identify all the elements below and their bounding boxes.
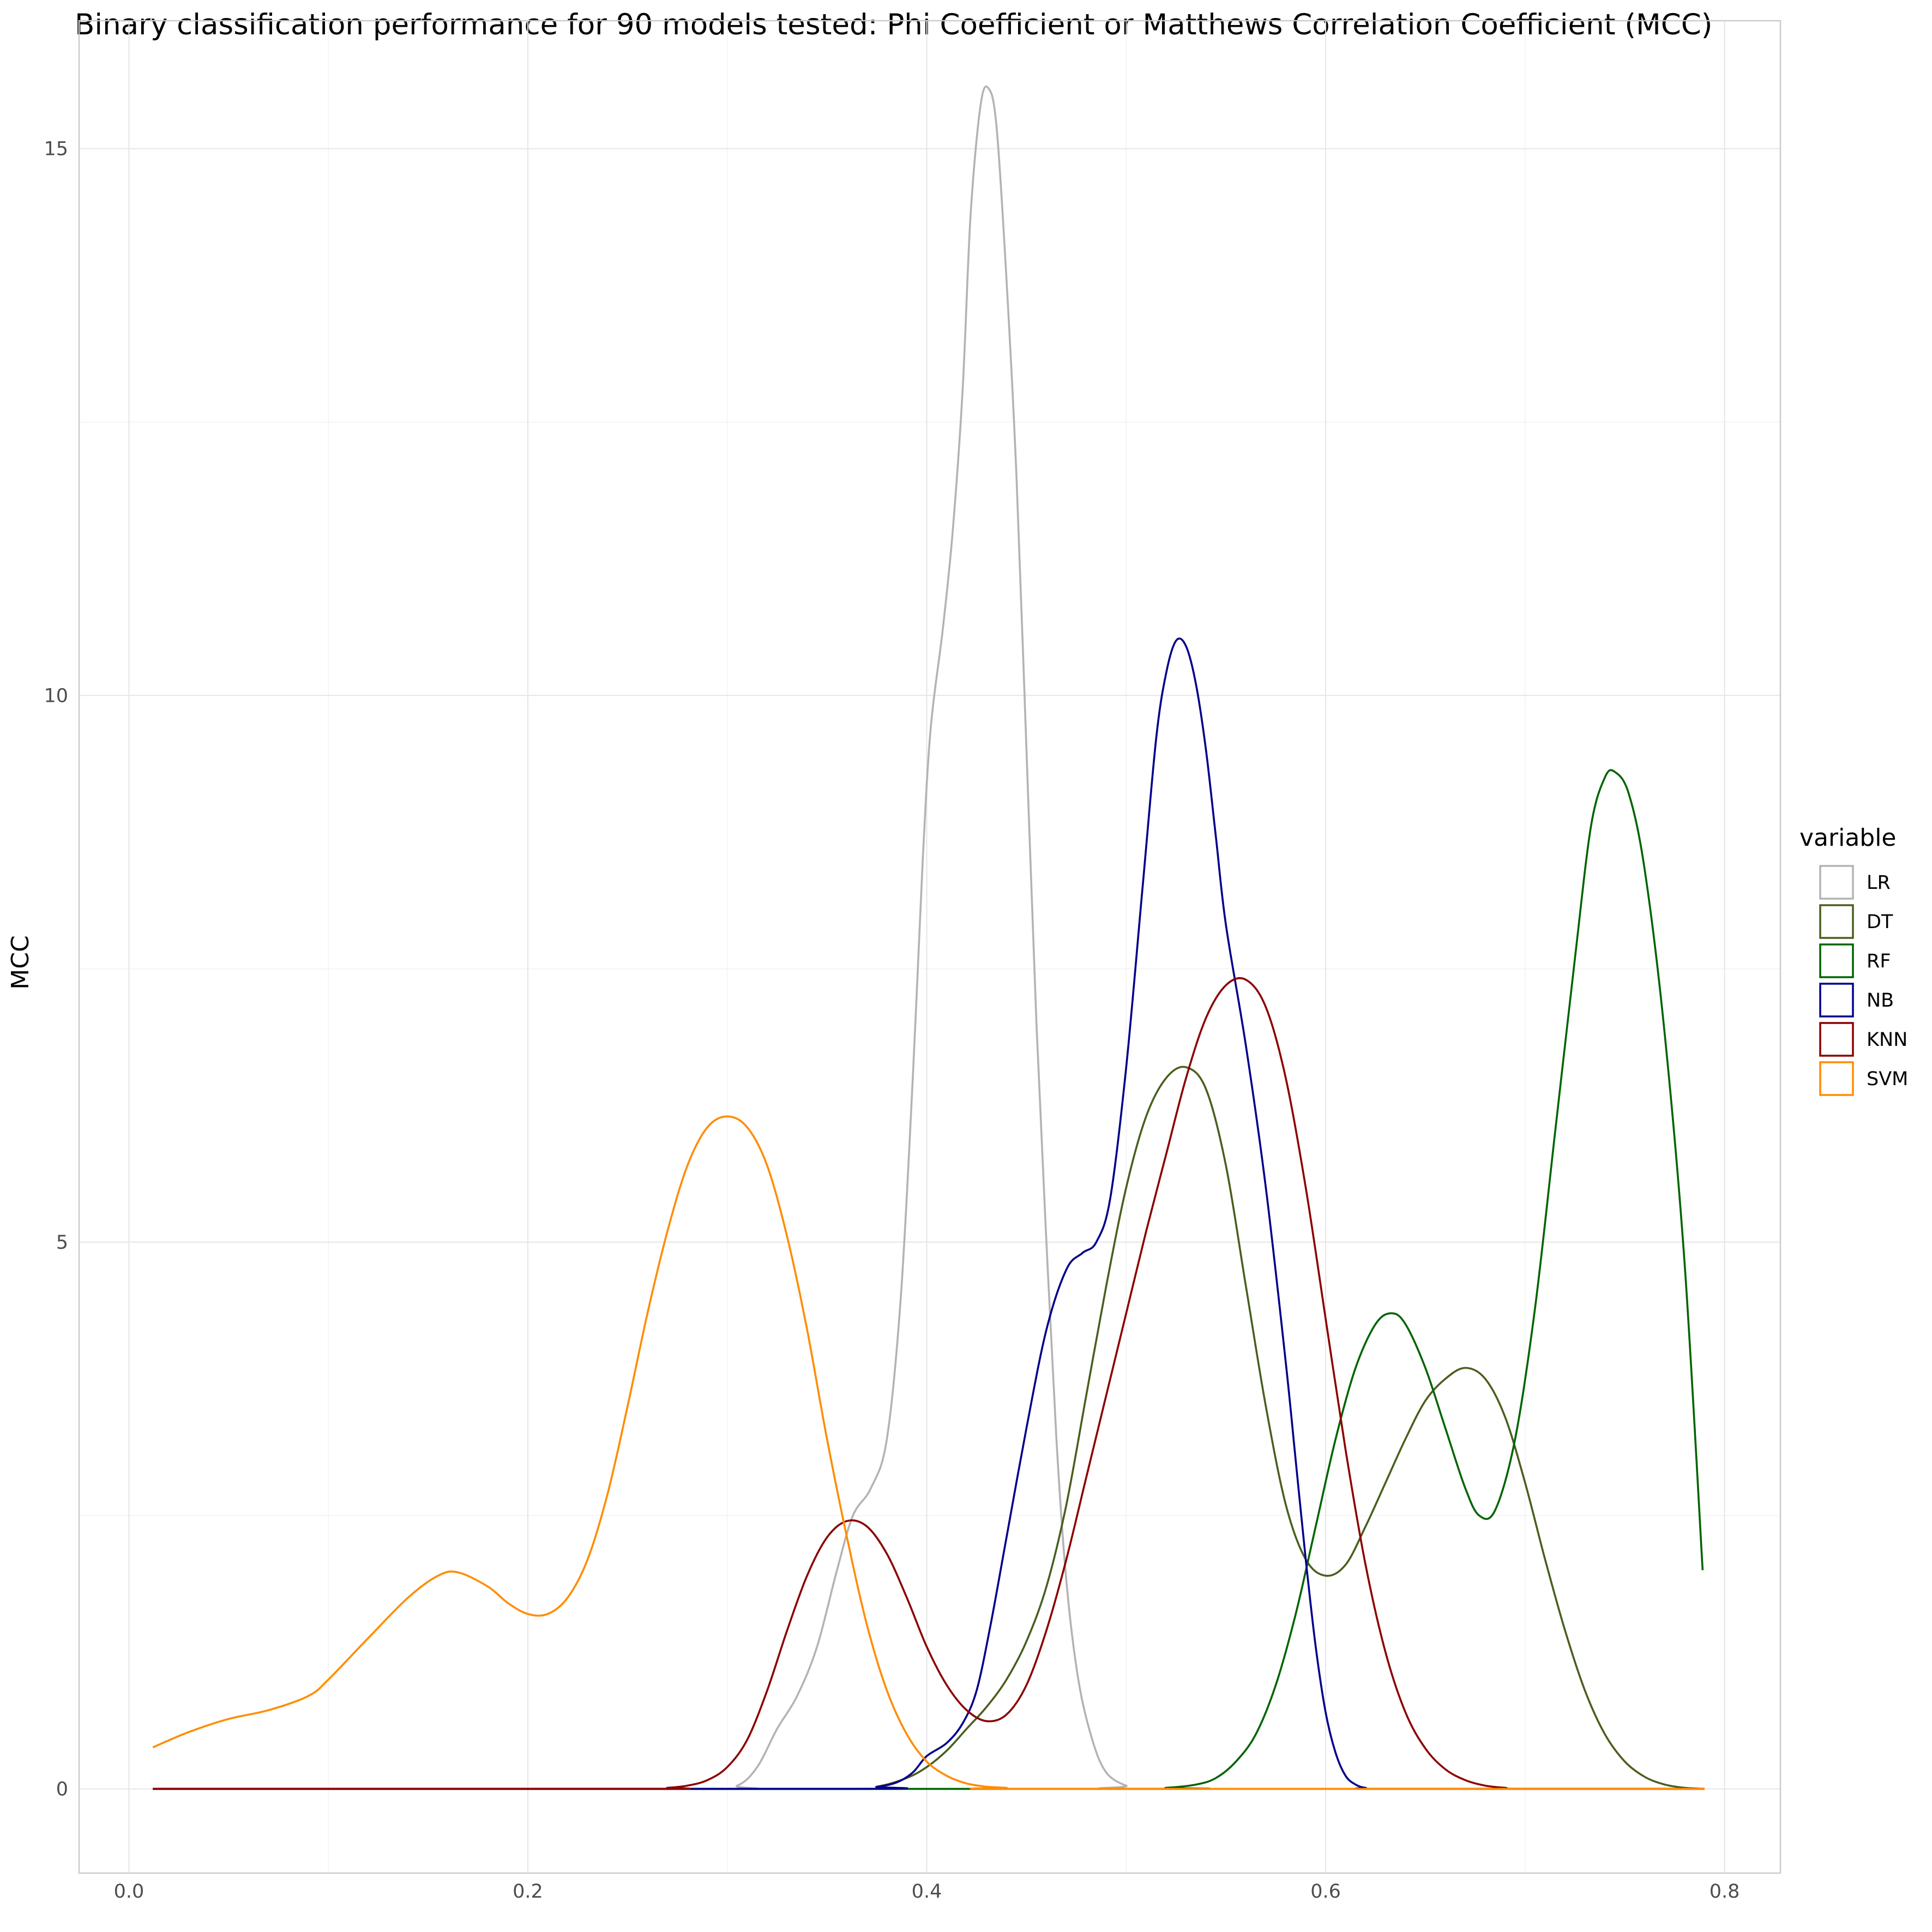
legend-key-lr: [1819, 865, 1854, 900]
legend: variable LR DT RF NB KNN SVM: [1799, 824, 1908, 1096]
y-axis-ticks: 0 5 10 15: [44, 139, 68, 1801]
legend-label-rf: RF: [1867, 950, 1891, 972]
x-tick-label: 0.2: [513, 1881, 543, 1903]
x-tick-label: 0.8: [1710, 1881, 1740, 1903]
y-tick-label: 10: [44, 685, 68, 707]
legend-title: variable: [1799, 824, 1897, 852]
legend-label-lr: LR: [1867, 872, 1891, 894]
x-tick-label: 0.0: [114, 1881, 145, 1903]
legend-key-rf: [1819, 943, 1854, 978]
y-tick-label: 0: [56, 1779, 68, 1801]
minor-grid: [79, 21, 1780, 1873]
series-line-svm: [152, 1115, 1705, 1790]
series-line-dt: [153, 1066, 1705, 1790]
chart-title: Binary classification performance for 90…: [75, 8, 1712, 41]
legend-key-knn: [1819, 1022, 1854, 1057]
legend-label-svm: SVM: [1867, 1068, 1908, 1090]
legend-label-dt: DT: [1867, 911, 1893, 933]
x-tick-label: 0.6: [1310, 1881, 1341, 1903]
series-line-nb: [153, 637, 1705, 1790]
series-line-knn: [153, 977, 1705, 1790]
legend-key-svm: [1819, 1061, 1854, 1096]
series-line-rf: [153, 769, 1704, 1790]
legend-key-nb: [1819, 983, 1854, 1018]
series-layer: [152, 85, 1705, 1790]
x-tick-label: 0.4: [912, 1881, 942, 1903]
legend-label-nb: NB: [1867, 990, 1894, 1012]
y-tick-label: 5: [56, 1232, 68, 1254]
panel-border: [78, 20, 1781, 1874]
legend-key-dt: [1819, 904, 1854, 939]
legend-items: LR DT RF NB KNN SVM: [1819, 865, 1908, 1096]
plot-panel: [78, 20, 1781, 1874]
y-axis-label: MCC: [7, 935, 34, 989]
x-axis-ticks: 0.0 0.2 0.4 0.6 0.8: [114, 1881, 1740, 1903]
y-tick-label: 15: [44, 139, 68, 160]
series-line-lr: [153, 85, 1705, 1790]
legend-label-knn: KNN: [1867, 1029, 1907, 1051]
